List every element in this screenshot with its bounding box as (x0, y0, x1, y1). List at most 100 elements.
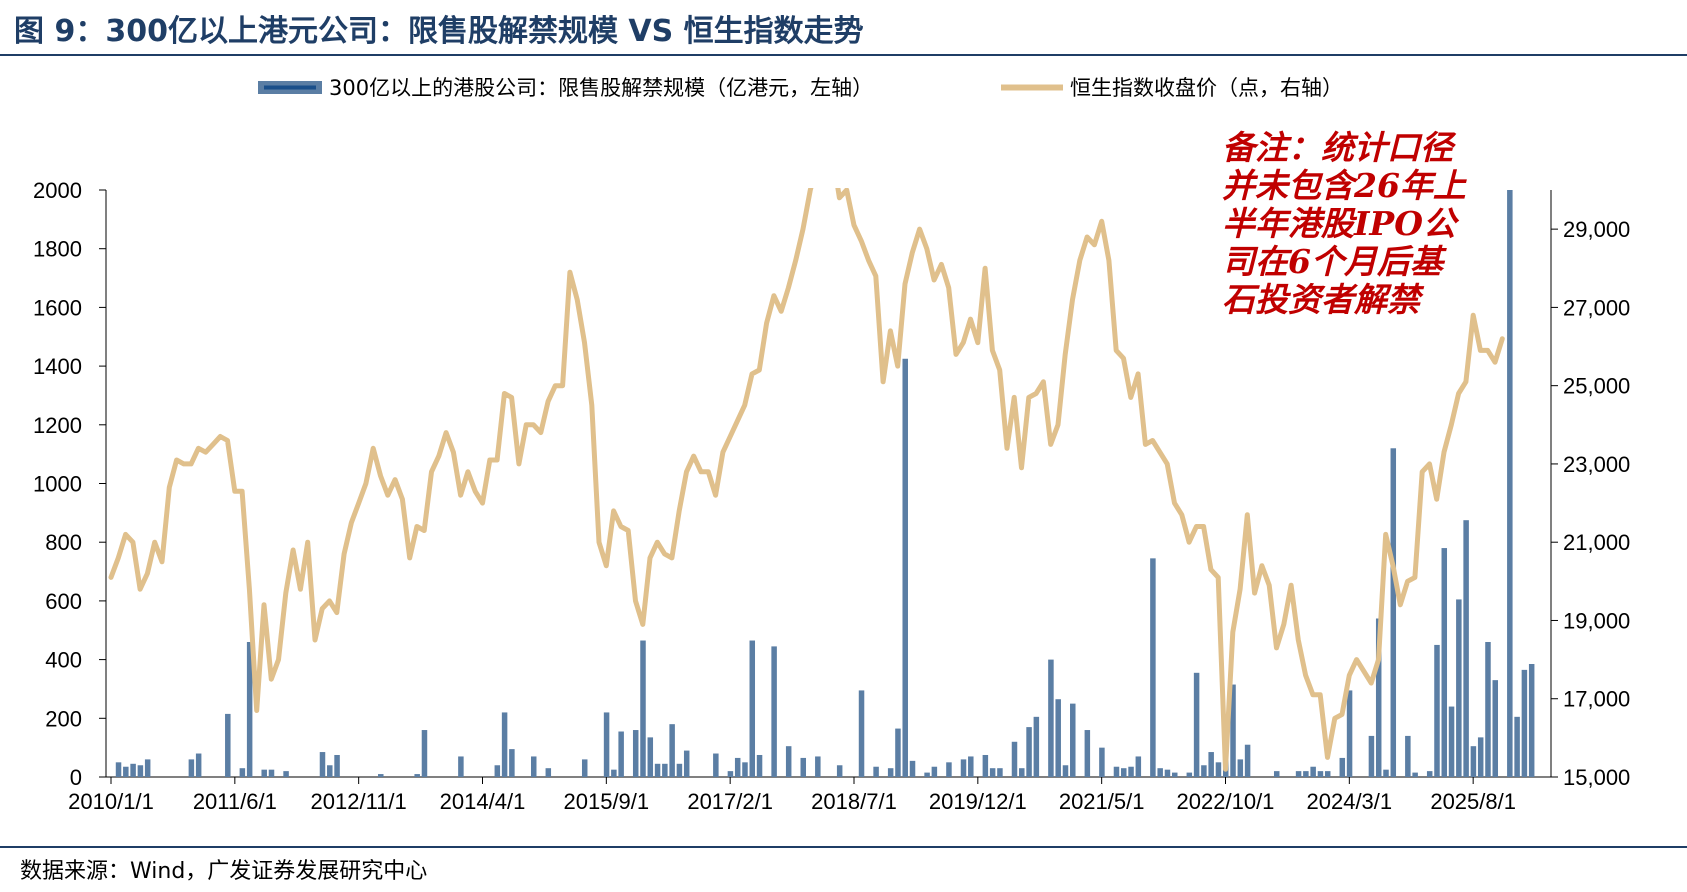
unlock-bar (727, 771, 734, 777)
unlock-bar (225, 713, 231, 777)
unlock-bar (654, 763, 661, 777)
right-tick-label: 25,000 (1563, 374, 1630, 399)
x-tick-label: 2017/2/1 (687, 789, 773, 814)
unlock-bar (239, 768, 246, 777)
unlock-bar (1426, 771, 1433, 777)
unlock-bar (545, 768, 552, 777)
unlock-bar (800, 757, 807, 777)
unlock-bar (1456, 599, 1462, 777)
hsi-line (108, 188, 1505, 772)
left-tick-label: 600 (45, 589, 82, 614)
unlock-bar (1346, 690, 1353, 777)
left-tick-label: 200 (45, 706, 82, 731)
unlock-bar (676, 763, 683, 777)
left-tick-label: 0 (70, 765, 82, 790)
unlock-bar (742, 762, 748, 777)
unlock-bar (713, 753, 719, 777)
unlock-bar (1157, 768, 1163, 777)
unlock-bar (1412, 772, 1418, 777)
unlock-bar (611, 769, 617, 777)
unlock-bar (494, 765, 501, 777)
right-tick-label: 19,000 (1563, 608, 1630, 633)
left-tick-label: 1600 (33, 295, 82, 320)
right-tick-label: 17,000 (1563, 687, 1630, 712)
unlock-bar (640, 640, 646, 777)
unlock-bar (283, 771, 289, 777)
unlock-bar (771, 646, 777, 777)
x-tick-label: 2010/1/1 (68, 789, 154, 814)
unlock-bar (1492, 680, 1499, 777)
unlock-bar (895, 728, 901, 777)
unlock-bar (1026, 727, 1032, 777)
source-text: 数据来源：Wind，广发证券发展研究中心 (20, 859, 428, 884)
unlock-bar (130, 763, 136, 777)
unlock-bar (1375, 618, 1382, 777)
unlock-bar (1070, 703, 1076, 777)
x-tick-label: 2014/4/1 (440, 789, 526, 814)
unlock-bar (509, 749, 515, 777)
unlock-bar (1485, 641, 1491, 777)
unlock-bar (632, 730, 639, 777)
legend: 300亿以上的港股公司：限售股解禁规模（亿港元，左轴） 恒生指数收盘价（点，右轴… (258, 76, 1343, 100)
unlock-bar (997, 768, 1003, 777)
unlock-bar (1528, 664, 1535, 777)
unlock-bar (1099, 747, 1105, 777)
chart: 300亿以上的港股公司：限售股解禁规模（亿港元，左轴） 恒生指数收盘价（点，右轴… (33, 76, 1630, 814)
title-rule (0, 54, 1687, 56)
unlock-bar (1150, 558, 1156, 777)
x-tick-label: 2022/10/1 (1177, 789, 1275, 814)
unlock-bar (887, 768, 894, 777)
unlock-bar (1273, 771, 1280, 777)
unlock-bar (1019, 768, 1025, 777)
x-tick-label: 2019/12/1 (929, 789, 1027, 814)
unlock-bar (1201, 765, 1207, 777)
x-axis-ticks: 2010/1/1 2011/6/1 2012/11/1 2014/4/1 2015/9/… (68, 777, 1516, 814)
unlock-bar (1295, 771, 1302, 777)
x-tick-label: 2025/8/1 (1430, 789, 1516, 814)
unlock-bar (902, 358, 908, 777)
annotation-line: 半年港股IPO公 (1222, 204, 1460, 243)
right-tick-label: 21,000 (1563, 530, 1630, 555)
x-tick-label: 2018/7/1 (811, 789, 897, 814)
unlock-bar (458, 756, 464, 777)
unlock-bar (1215, 762, 1222, 777)
unlock-bar (1477, 737, 1484, 777)
annotation-line: 石投资者解禁 (1222, 280, 1425, 319)
unlock-bar (414, 774, 420, 777)
unlock-bar (1172, 772, 1178, 777)
unlock-bar (144, 759, 151, 777)
unlock-bar (1193, 672, 1200, 777)
unlock-bar (334, 754, 340, 777)
x-tick-label: 2011/6/1 (193, 789, 277, 814)
hsi-line-group (108, 188, 1505, 772)
unlock-bar (647, 737, 654, 777)
unlock-bar (501, 712, 508, 777)
left-axis-ticks: 0 200 400 600 800 1000 1200 1400 1600 1800 2000 (33, 178, 106, 790)
left-tick-label: 1800 (33, 237, 82, 262)
unlock-bar (982, 754, 989, 777)
unlock-bar (618, 731, 624, 777)
right-tick-label: 15,000 (1563, 765, 1630, 790)
unlock-bar (1368, 735, 1375, 777)
unlock-bar (378, 774, 384, 777)
unlock-bar (989, 768, 996, 777)
left-tick-label: 2000 (33, 178, 82, 203)
right-tick-label: 29,000 (1563, 217, 1630, 242)
unlock-bar (1514, 716, 1520, 777)
unlock-bar (1237, 759, 1244, 777)
unlock-bar (1128, 766, 1134, 777)
unlock-bar (1448, 706, 1455, 777)
unlock-bar (261, 769, 267, 777)
unlock-bar (421, 730, 428, 777)
unlock-bar (756, 754, 763, 777)
unlock-bar (662, 763, 668, 777)
unlock-bar (581, 759, 588, 777)
x-tick-label: 2012/11/1 (311, 789, 407, 814)
unlock-bar (836, 765, 843, 777)
unlock-bar (1405, 735, 1411, 777)
unlock-bar (734, 757, 741, 777)
unlock-bar (1383, 769, 1389, 777)
left-tick-label: 1000 (33, 472, 82, 497)
unlock-bar (1230, 684, 1236, 777)
